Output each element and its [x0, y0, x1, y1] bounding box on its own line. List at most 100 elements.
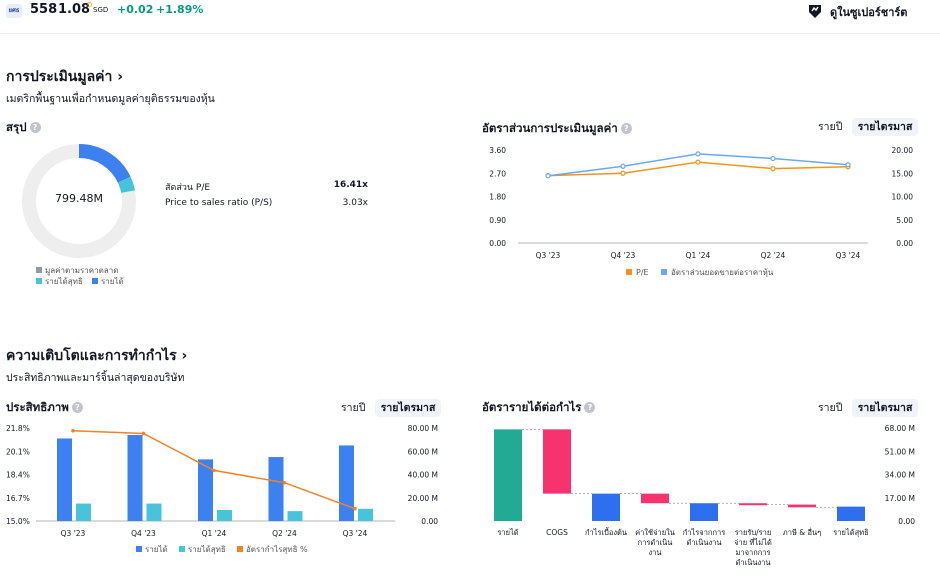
toggle-annual[interactable]: รายปี — [341, 402, 366, 414]
info-icon[interactable]: ? — [71, 402, 83, 413]
y-right-tick-label: 51.00 M — [885, 447, 915, 456]
bar-revenue — [127, 434, 143, 521]
y-right-tick-label: 0.00 — [421, 517, 438, 526]
donut-net-income-segment — [117, 176, 135, 194]
valuation-title[interactable]: การประเมินมูลค่า › — [6, 69, 124, 85]
y-right-tick-label: 40.00 M — [408, 471, 438, 480]
waterfall-heading: อัตรารายได้ต่อกำไร? — [482, 399, 596, 417]
bar-revenue — [57, 438, 72, 521]
summary-title: สรุป — [6, 120, 27, 134]
toggle-annual[interactable]: รายปี — [818, 402, 843, 414]
price-delay-badge: D — [87, 1, 93, 9]
data-point — [620, 163, 626, 169]
y-right-tick-label: 60.00 M — [408, 447, 438, 456]
y-right-tick-label: 20.00 M — [408, 494, 438, 503]
waterfall-bar — [494, 429, 522, 521]
y-right-tick-label: 0.00 — [898, 517, 915, 526]
data-point — [770, 166, 776, 172]
data-point — [845, 162, 851, 168]
efficiency-title: ประสิทธิภาพ — [6, 400, 69, 414]
legend-label: รายได้สุทธิ — [45, 277, 83, 286]
bar-net-income — [146, 503, 162, 521]
bar-net-income — [287, 511, 303, 521]
y-left-tick-label: 0.00 — [489, 239, 506, 248]
ratios-heading: อัตราส่วนการประเมินมูลค่า? — [482, 120, 632, 138]
x-tick-label-line: ค่าใช้จ่ายใน — [635, 528, 675, 537]
y-right-tick-label: 5.00 — [896, 216, 913, 225]
waterfall-bar — [641, 493, 669, 504]
growth-subtitle: ประสิทธิภาพและมาร์จิ้นล่าสุดของบริษัท — [6, 372, 185, 384]
y-right-tick-label: 0.00 — [896, 239, 913, 248]
legend-label-revenue: รายได้ — [145, 545, 168, 554]
waterfall-bar — [788, 504, 816, 508]
ratios-title: อัตราส่วนการประเมินมูลค่า — [482, 121, 618, 135]
series-line — [547, 153, 849, 177]
legend-market-cap: มูลค่าตามราคาตลาด — [36, 264, 118, 277]
x-tick-label-line: ดำเนินงาน — [736, 558, 771, 567]
legend-label-margin: อัตรากำไรสุทธิ % — [246, 545, 308, 554]
donut-segments — [22, 144, 136, 258]
bar-net-income — [358, 508, 373, 521]
y-left-tick-label: 2.70 — [489, 169, 506, 178]
x-tick-label: Q4 '23 — [611, 251, 636, 260]
info-icon[interactable]: ? — [584, 402, 596, 413]
x-tick-label-line: รายได้สุทธิ — [833, 528, 868, 537]
x-tick-label-line: กำไรจากการ — [683, 528, 725, 537]
data-point — [770, 155, 776, 162]
x-tick-label-line: รายรับ/ราย — [735, 528, 772, 537]
info-icon[interactable]: ? — [620, 123, 632, 134]
legend-label-pe: P/E — [636, 268, 649, 277]
x-tick-label: Q2 '24 — [761, 251, 786, 260]
y-right-tick-label: 20.00 — [892, 146, 914, 155]
margin-point — [212, 468, 216, 473]
legend-swatch — [36, 278, 42, 284]
legend-swatch-pe — [626, 269, 632, 275]
x-tick-label: Q1 '24 — [686, 251, 711, 260]
toggle-annual[interactable]: รายปี — [818, 121, 843, 133]
ticker-code: 558 — [30, 2, 58, 17]
y-right-tick-label: 10.00 — [892, 193, 914, 202]
x-tick-label-line: ดำเนินงาน — [687, 538, 722, 547]
supercharts-link[interactable]: ดูในซูเปอร์ชาร์ต — [830, 6, 908, 19]
legend-net-income: รายได้สุทธิ — [36, 275, 83, 288]
y-right-tick-label: 15.00 — [892, 169, 914, 178]
y-right-tick-label: 68.00 M — [885, 424, 915, 433]
valuation-subtitle: เมตริกพื้นฐานเพื่อกำหนดมูลค่ายุติธรรมของ… — [6, 93, 215, 105]
supercharts-icon[interactable] — [806, 1, 824, 19]
legend-swatch-net-income — [179, 546, 185, 552]
growth-title[interactable]: ความเติบโตและการทำกำไร › — [6, 348, 188, 364]
bar-net-income — [217, 509, 232, 521]
donut-market-cap-segment — [22, 144, 136, 258]
y-left-tick-label: 21.8% — [6, 424, 30, 433]
x-tick-label: รายได้ — [497, 528, 518, 537]
x-tick-label-line: COGS — [546, 528, 568, 537]
donut-center-value: 799.48M — [55, 192, 103, 205]
toggle-quarterly[interactable]: รายไตรมาส — [851, 118, 919, 136]
x-tick-label: กำไรเบื้องต้น — [585, 527, 627, 537]
price-change-percent: +1.89% — [156, 3, 204, 16]
legend-label: รายได้ — [101, 277, 124, 286]
y-right-tick-label: 80.00 M — [408, 424, 438, 433]
efficiency-chart: 21.8% 20.1% 18.4% 16.7% 15.0% 80.00 M 60.00 M 4… — [6, 424, 438, 554]
x-tick-label-line: งาน — [648, 548, 661, 557]
legend-label: มูลค่าตามราคาตลาด — [45, 266, 119, 275]
y-left-tick-label: 1.80 — [489, 193, 506, 202]
metric-ps-label: Price to sales ratio (P/S) — [165, 198, 273, 208]
legend-swatch — [92, 278, 98, 284]
legend-swatch-margin — [237, 546, 243, 552]
info-icon[interactable]: ? — [29, 122, 41, 133]
y-left-tick-label: 15.0% — [6, 517, 30, 526]
x-tick-label-line: การดำเนิน — [638, 538, 673, 547]
metric-pe-value: 16.41x — [333, 180, 368, 190]
currency-label: SGD — [93, 6, 109, 14]
toggle-quarterly[interactable]: รายไตรมาส — [851, 399, 919, 417]
toggle-quarterly[interactable]: รายไตรมาส — [374, 399, 442, 417]
waterfall-title: อัตรารายได้ต่อกำไร — [482, 400, 582, 414]
legend-swatch-revenue — [136, 546, 142, 552]
x-tick-label: Q3 '23 — [536, 251, 561, 260]
metric-ps-value: 3.03x — [342, 198, 368, 208]
y-left-tick-label: 20.1% — [6, 447, 30, 456]
margin-point — [353, 506, 357, 511]
x-tick-label-line: รายได้ — [497, 528, 518, 537]
donut-revenue-segment — [78, 144, 131, 183]
